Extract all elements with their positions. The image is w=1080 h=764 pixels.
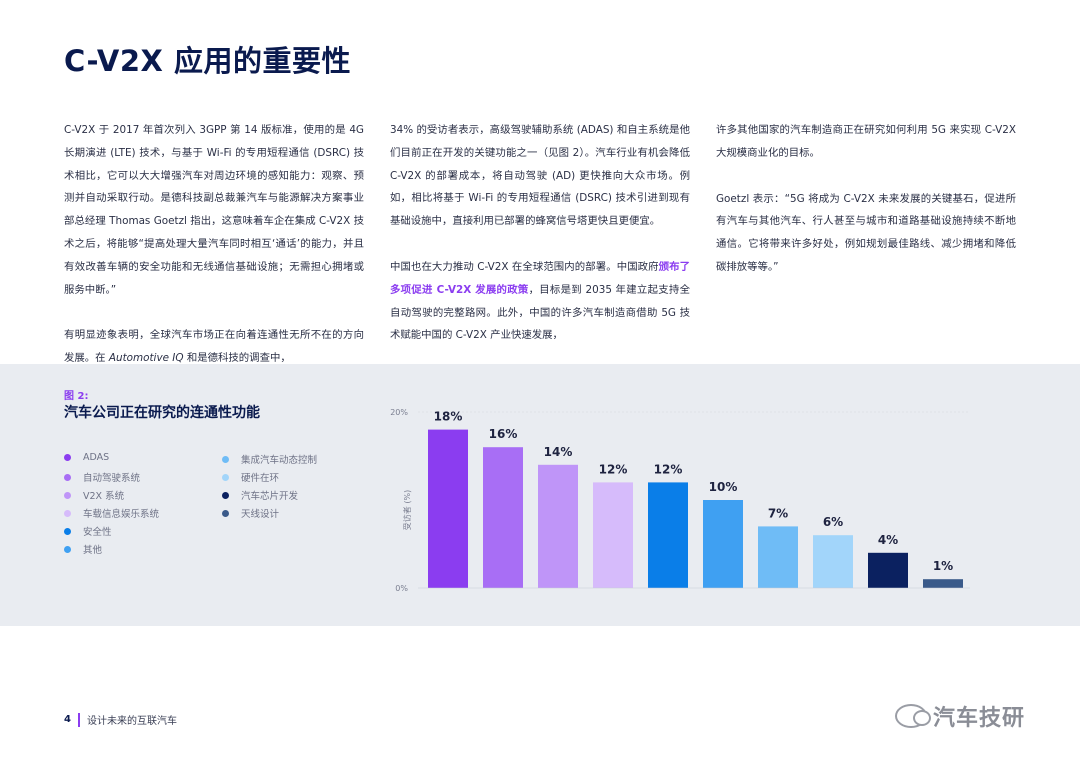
bar-6 [703,500,743,588]
legend-swatch [222,473,229,481]
watermark: 汽车技研 [895,700,1025,732]
bar-4 [593,482,633,588]
y-tick-label: 0% [395,584,408,592]
data-label: 4% [878,533,898,547]
paragraph: Goetzl 表示：“5G 将成为 C-V2X 未来发展的关键基石，促进所有汽车… [716,192,1016,273]
legend-label: ADAS [83,452,110,463]
legend-label: 天线设计 [241,509,280,520]
legend-swatch [222,509,229,517]
legend-swatch [64,509,71,517]
legend-item: 硬件在环 [222,470,279,484]
document-title: 设计未来的互联汽车 [86,716,177,727]
text-run: 中国也在大力推动 C-V2X 在全球范围内的部署。中国政府 [390,260,659,273]
y-tick-label: 20% [390,408,408,417]
paragraph: 中国也在大力推动 C-V2X 在全球范围内的部署。中国政府颁布了多项促进 C-V… [390,256,690,347]
legend-swatch [64,527,71,535]
data-label: 12% [654,462,683,476]
legend-label: 车载信息娱乐系统 [83,509,160,520]
bar-5 [648,482,688,588]
paragraph: 许多其他国家的汽车制造商正在研究如何利用 5G 来实现 C-V2X 大规模商业化… [716,124,1016,159]
policy-link[interactable]: 颁布了多项促进 C-V2X 发展的政策 [390,260,690,296]
legend-label: 自动驾驶系统 [83,473,141,484]
bar-chart: 0% 20% 受访者 (%) 18% 16% 14% 12% 12% 10% 7% 6% 4% 1% [390,408,970,592]
text-column-1: C-V2X 于 2017 年首次列入 3GPP 第 14 版标准，使用的是 4G… [64,119,364,393]
footer-divider [77,712,80,727]
figure-label: 图 2: [64,391,89,402]
paragraph: 有明显迹象表明，全球汽车市场正在向着连通性无所不在的方向发展。在 Automot… [64,324,364,370]
publication-name: Automotive IQ [108,352,184,365]
figure-title: 汽车公司正在研究的连通性功能 [64,405,260,421]
legend-item: 自动驾驶系统 [64,470,140,484]
bar-2 [483,447,523,588]
legend-item: 安全性 [64,524,112,538]
bar-3 [538,464,578,588]
legend-swatch [222,455,229,463]
text-column-3: 许多其他国家的汽车制造商正在研究如何利用 5G 来实现 C-V2X 大规模商业化… [716,119,1016,302]
bar-9 [868,552,908,588]
wechat-icon [895,704,931,728]
data-label: 1% [933,559,953,573]
legend-swatch [64,473,71,481]
page-title: C-V2X 应用的重要性 [64,44,351,78]
paragraph: 34% 的受访者表示，高级驾驶辅助系统 (ADAS) 和自主系统是他们目前正在开… [390,124,690,228]
legend-label: 集成汽车动态控制 [241,455,318,466]
legend-item: V2X 系统 [64,488,124,502]
legend-label: V2X 系统 [83,491,125,502]
text-column-2: 34% 的受访者表示，高级驾驶辅助系统 (ADAS) 和自主系统是他们目前正在开… [390,119,690,370]
legend-item: 车载信息娱乐系统 [64,506,159,520]
paragraph: C-V2X 于 2017 年首次列入 3GPP 第 14 版标准，使用的是 4G… [64,124,364,296]
bar-7 [758,526,798,588]
legend-label: 其他 [83,545,103,556]
page-footer: 4 设计未来的互联汽车 [64,712,177,727]
data-label: 10% [709,480,738,494]
text-run: ，目标是到 2035 年建立起支持全自动驾驶的完整路网。此外，中国的许多汽车制造… [390,283,690,342]
legend-item: 天线设计 [222,506,279,520]
legend-item: 集成汽车动态控制 [222,452,317,466]
text-run: 有明显迹象表明，全球汽车市场正在向着连通性无所不在的方向发展。在 [64,329,364,365]
legend-swatch [64,454,71,461]
data-label: 6% [823,515,843,529]
data-label: 14% [544,445,573,459]
legend-swatch [64,491,71,499]
bar-1 [428,429,468,588]
legend-swatch [222,491,229,499]
legend-swatch [64,545,71,553]
bar-8 [813,535,853,588]
text-run: 和是德科技的调查中， [183,352,291,365]
watermark-text: 汽车技研 [933,706,1026,731]
data-label: 7% [768,506,788,520]
bar-10 [923,579,963,588]
y-axis-label: 受访者 (%) [402,490,412,530]
data-label: 16% [489,427,518,441]
legend-item: 汽车芯片开发 [222,488,298,502]
legend-item: 其他 [64,542,102,556]
page-number: 4 [64,714,71,725]
legend-label: 硬件在环 [241,473,280,484]
data-label: 12% [599,462,628,476]
legend-label: 安全性 [83,527,112,538]
legend-label: 汽车芯片开发 [241,491,299,502]
data-label: 18% [434,410,463,424]
legend-item: ADAS [64,452,109,463]
